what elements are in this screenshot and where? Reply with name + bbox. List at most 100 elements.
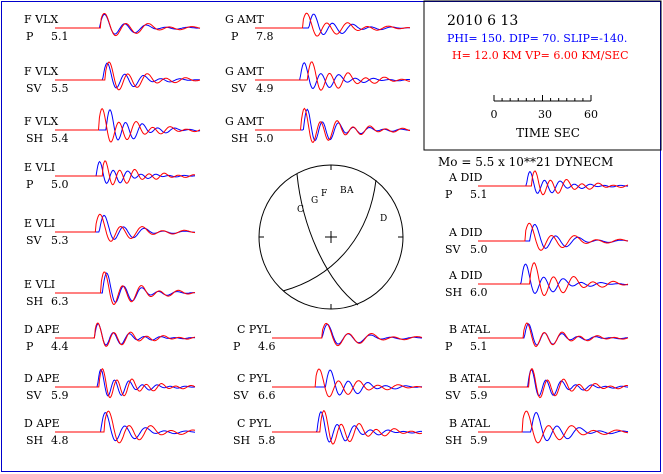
station-code: B ATAL (449, 323, 491, 336)
focal-mechanism-stereonet: C G F B A D (258, 164, 404, 310)
stereonet-label-g: G (311, 196, 318, 206)
observed-waveform (255, 62, 411, 90)
observed-waveform (478, 263, 628, 294)
synthetic-waveform (255, 61, 411, 91)
amplitude-value: 7.8 (256, 30, 274, 43)
station-panel-s16: A DID P 5.1 (445, 170, 629, 201)
phase-label: SV (26, 234, 43, 247)
header-box-border (423, 0, 662, 151)
depth-velocity-line: H= 12.0 KM VP= 6.00 KM/SEC (452, 49, 629, 62)
synthetic-waveform (478, 322, 629, 348)
nodal-plane-2 (282, 179, 377, 292)
amplitude-value: 5.8 (258, 434, 276, 447)
station-code: G AMT (225, 13, 264, 26)
seismic-moment: Mo = 5.5 x 10**21 DYNECM (438, 155, 613, 169)
phase-label: SV (445, 389, 462, 402)
amplitude-value: 6.0 (470, 286, 488, 299)
time-scale-bar (493, 95, 592, 102)
header-box: 2010 6 13 PHI= 150. DIP= 70. SLIP=-140. … (423, 0, 662, 151)
amplitude-value: 5.0 (470, 243, 488, 256)
synthetic-waveform (55, 213, 196, 242)
phase-label: P (26, 340, 34, 353)
observed-waveform (478, 411, 629, 442)
station-code: C PYL (237, 417, 272, 430)
observed-waveform (255, 13, 410, 36)
observed-waveform (55, 160, 195, 185)
station-panel-s19: B ATAL P 5.1 (445, 322, 629, 353)
phase-label: SH (445, 434, 462, 447)
observed-waveform (55, 369, 195, 397)
synthetic-waveform (55, 410, 196, 444)
scale-tick-30: 30 (538, 108, 552, 121)
station-panel-s4: E VLI P 5.0 (24, 160, 196, 191)
mechanism-line: PHI= 150. DIP= 70. SLIP=-140. (447, 32, 627, 45)
phase-label: P (445, 188, 453, 201)
observed-waveform (478, 323, 629, 346)
station-panel-s7: D APE P 4.4 (24, 322, 196, 353)
phase-label: SH (26, 132, 43, 145)
observed-waveform (55, 214, 196, 240)
event-date: 2010 6 13 (447, 13, 518, 29)
amplitude-value: 5.3 (51, 234, 69, 247)
amplitude-value: 5.5 (51, 82, 69, 95)
nodal-plane-1 (296, 173, 359, 306)
amplitude-value: 4.9 (256, 82, 274, 95)
scale-tick-0: 0 (491, 108, 498, 121)
station-panel-s20: B ATAL SV 5.9 (445, 368, 629, 402)
synthetic-waveform (478, 222, 629, 251)
amplitude-value: 5.0 (51, 178, 69, 191)
station-code: F VLX (24, 65, 58, 78)
synthetic-waveform (55, 160, 196, 186)
scale-label: TIME SEC (516, 126, 580, 140)
amplitude-value: 6.3 (51, 295, 69, 308)
amplitude-value: 4.4 (51, 340, 69, 353)
phase-label: SH (233, 434, 250, 447)
station-code: A DID (448, 269, 483, 282)
station-panel-s3: F VLX SH 5.4 (24, 107, 201, 145)
amplitude-value: 5.9 (470, 434, 488, 447)
synthetic-waveform (55, 322, 196, 347)
amplitude-value: 5.1 (470, 188, 488, 201)
station-code: A DID (448, 171, 483, 184)
phase-label: SV (231, 82, 248, 95)
phase-label: SV (445, 243, 462, 256)
station-panel-s1: F VLX P 5.1 (24, 13, 201, 43)
observed-waveform (272, 369, 422, 396)
phase-label: SV (233, 389, 250, 402)
phase-label: P (231, 30, 239, 43)
station-panel-s12: G AMT SH 5.0 (225, 107, 411, 145)
synthetic-waveform (255, 12, 411, 37)
synthetic-waveform (55, 271, 196, 306)
synthetic-waveform (255, 107, 411, 143)
observed-waveform (55, 62, 201, 89)
observed-waveform (55, 412, 196, 442)
stereonet-label-c: C (297, 205, 304, 215)
station-panel-s17: A DID SV 5.0 (445, 222, 629, 256)
scale-tick-60: 60 (584, 108, 598, 121)
station-code: G AMT (225, 115, 264, 128)
amplitude-value: 5.9 (470, 389, 488, 402)
station-panel-s2: F VLX SV 5.5 (24, 61, 201, 95)
stereonet-label-b: B (340, 186, 347, 196)
phase-label: SH (445, 286, 462, 299)
phase-label: SH (231, 132, 248, 145)
station-code: A DID (448, 226, 483, 239)
observed-waveform (255, 108, 411, 142)
station-code: E VLI (24, 278, 55, 291)
synthetic-waveform (55, 13, 201, 37)
stereonet-ticks (259, 165, 403, 309)
stereonet-label-d: D (380, 214, 387, 224)
station-code: D APE (24, 323, 60, 336)
station-panel-s11: G AMT SV 4.9 (225, 61, 411, 95)
phase-label: P (26, 178, 34, 191)
synthetic-waveform (272, 368, 423, 398)
phase-label: P (233, 340, 241, 353)
station-panel-s14: C PYL SV 6.6 (233, 368, 423, 402)
synthetic-waveform (478, 170, 629, 196)
station-code: E VLI (24, 161, 55, 174)
phase-label: P (445, 340, 453, 353)
phase-label: SV (26, 82, 43, 95)
